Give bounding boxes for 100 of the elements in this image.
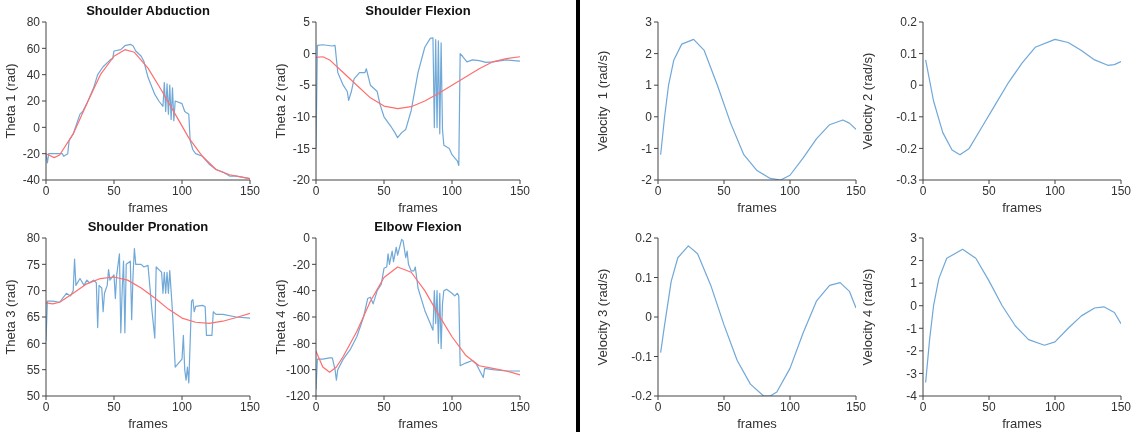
- x-tick-label: 100: [1044, 399, 1066, 414]
- y-tick-label: 0.2: [635, 231, 653, 246]
- x-tick-label: 150: [239, 399, 261, 414]
- x-tick-label: 50: [107, 183, 121, 198]
- x-tick-label: 100: [779, 183, 801, 198]
- x-tick-label: 150: [509, 183, 531, 198]
- y-tick-label: -20: [292, 257, 311, 272]
- y-tick-label: 0: [645, 310, 653, 325]
- y-tick-label: 20: [26, 94, 41, 109]
- y-tick-label: 2: [645, 46, 653, 61]
- y-tick-label: 0: [645, 110, 653, 125]
- line-series: [925, 38, 1121, 156]
- y-tick-label: 75: [26, 257, 41, 272]
- x-tick-label: 50: [982, 399, 996, 414]
- y-tick-label: -0.2: [631, 389, 653, 404]
- x-tick-label: 100: [171, 183, 193, 198]
- y-tick-label: -40: [292, 283, 311, 298]
- chart-title: Shoulder Flexion: [364, 3, 472, 18]
- x-tick-label: 50: [717, 183, 731, 198]
- x-tick-label: 150: [239, 183, 261, 198]
- y-axis-title: Velocity 2 (rad/s): [859, 52, 875, 150]
- y-tick-label: 60: [26, 41, 41, 56]
- y-tick-label: -2: [641, 173, 653, 188]
- chart-title: Shoulder Pronation: [86, 219, 210, 234]
- x-tick-label: 50: [107, 399, 121, 414]
- y-axis-title: Velocity 3 (rad/s): [594, 268, 610, 366]
- y-tick-label: 0: [910, 78, 918, 93]
- line-series: [925, 248, 1121, 384]
- line-series: [316, 56, 520, 110]
- y-tick-label: 0: [33, 120, 41, 135]
- y-tick-label: -1: [906, 321, 918, 336]
- y-tick-label: -4: [906, 389, 918, 404]
- y-tick-label: -2: [906, 344, 918, 359]
- y-tick-label: 0.1: [635, 270, 653, 285]
- y-tick-label: 50: [26, 389, 41, 404]
- x-axis-title: frames: [1002, 200, 1043, 215]
- y-axis-title: Theta 1 (rad): [2, 63, 18, 139]
- y-tick-label: 2: [910, 253, 918, 268]
- y-tick-label: -40: [22, 173, 41, 188]
- x-tick-label: 150: [1110, 183, 1132, 198]
- chart-title: Shoulder Abduction: [85, 3, 211, 18]
- x-tick-label: 100: [1044, 183, 1066, 198]
- y-tick-label: 80: [26, 15, 41, 30]
- x-tick-label: 50: [377, 183, 391, 198]
- y-tick-label: -15: [292, 141, 311, 156]
- y-tick-label: 65: [26, 310, 41, 325]
- y-tick-label: -20: [22, 146, 41, 161]
- y-axis-title: Velocity 4 (rad/s): [859, 268, 875, 366]
- x-tick-label: 100: [441, 183, 463, 198]
- x-axis-title: frames: [1002, 416, 1043, 431]
- x-tick-label: 100: [171, 399, 193, 414]
- y-tick-label: 1: [645, 78, 653, 93]
- y-tick-label: 0.2: [900, 15, 918, 30]
- y-tick-label: -100: [285, 362, 311, 377]
- x-axis-title: frames: [737, 416, 778, 431]
- x-tick-label: 150: [845, 399, 867, 414]
- x-axis-title: frames: [398, 416, 439, 431]
- y-tick-label: 70: [26, 283, 41, 298]
- y-tick-label: -0.2: [896, 141, 918, 156]
- y-tick-label: -3: [906, 366, 918, 381]
- y-axis-title: Theta 4 (rad): [272, 279, 288, 355]
- y-axis-title: Theta 2 (rad): [272, 63, 288, 139]
- x-axis-title: frames: [398, 200, 439, 215]
- y-tick-label: -0.1: [896, 110, 918, 125]
- y-tick-label: 0.1: [900, 46, 918, 61]
- x-axis-title: frames: [128, 200, 169, 215]
- y-tick-label: -5: [299, 78, 311, 93]
- line-series: [46, 276, 250, 324]
- y-tick-label: 3: [910, 231, 918, 246]
- y-tick-label: -80: [292, 336, 311, 351]
- y-tick-label: 80: [26, 231, 41, 246]
- y-tick-label: -10: [292, 110, 311, 125]
- x-axis-title: frames: [128, 416, 169, 431]
- y-tick-label: 40: [26, 67, 41, 82]
- y-tick-label: 0: [910, 298, 918, 313]
- x-tick-label: 150: [1110, 399, 1132, 414]
- y-tick-label: 5: [303, 15, 311, 30]
- x-tick-label: 50: [377, 399, 391, 414]
- line-series: [316, 37, 520, 167]
- line-series: [316, 266, 520, 376]
- x-tick-label: 100: [441, 399, 463, 414]
- chart-title: Elbow Flexion: [373, 219, 463, 234]
- x-tick-label: 150: [509, 399, 531, 414]
- y-tick-label: -60: [292, 310, 311, 325]
- y-tick-label: -120: [285, 389, 311, 404]
- y-tick-label: -20: [292, 173, 311, 188]
- y-axis-title: Theta 3 (rad): [2, 279, 18, 355]
- x-axis-title: frames: [737, 200, 778, 215]
- x-tick-label: 50: [717, 399, 731, 414]
- x-tick-label: 100: [779, 399, 801, 414]
- y-tick-label: 60: [26, 336, 41, 351]
- y-tick-label: 1: [910, 276, 918, 291]
- y-axis-title: Velocity 1 (rad/s): [594, 50, 610, 152]
- x-tick-label: 150: [845, 183, 867, 198]
- y-tick-label: 0: [303, 231, 311, 246]
- y-tick-label: 55: [26, 362, 41, 377]
- line-series: [46, 247, 250, 384]
- y-tick-label: -0.1: [631, 349, 653, 364]
- y-tick-label: 3: [645, 15, 653, 30]
- y-tick-label: -0.3: [896, 173, 918, 188]
